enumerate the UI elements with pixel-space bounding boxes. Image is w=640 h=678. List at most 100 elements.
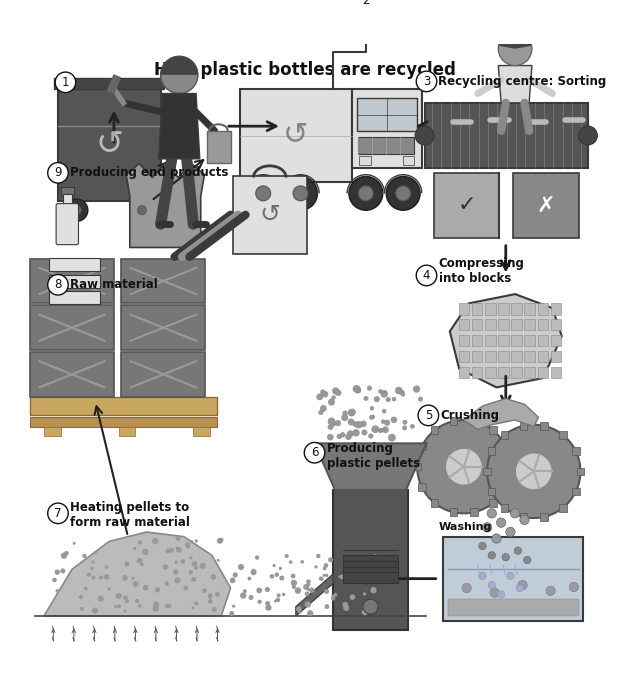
Circle shape — [117, 605, 121, 608]
Circle shape — [415, 126, 434, 145]
Circle shape — [192, 561, 198, 567]
Circle shape — [416, 71, 436, 92]
Circle shape — [131, 199, 153, 221]
FancyBboxPatch shape — [418, 443, 426, 450]
FancyBboxPatch shape — [513, 173, 579, 238]
Circle shape — [265, 601, 270, 606]
Circle shape — [191, 607, 194, 610]
Circle shape — [403, 420, 407, 424]
Circle shape — [369, 434, 373, 439]
Circle shape — [105, 565, 108, 569]
Circle shape — [382, 426, 388, 433]
FancyBboxPatch shape — [356, 98, 417, 131]
Circle shape — [418, 397, 422, 401]
Circle shape — [418, 405, 438, 426]
Circle shape — [248, 576, 252, 580]
FancyBboxPatch shape — [485, 351, 495, 362]
Circle shape — [381, 420, 385, 424]
Circle shape — [115, 593, 122, 599]
FancyBboxPatch shape — [502, 483, 509, 491]
FancyBboxPatch shape — [472, 335, 483, 346]
Circle shape — [518, 580, 527, 590]
FancyBboxPatch shape — [358, 138, 414, 154]
Circle shape — [155, 587, 160, 593]
Circle shape — [363, 593, 366, 596]
Circle shape — [125, 599, 129, 603]
Circle shape — [304, 443, 324, 463]
Circle shape — [256, 588, 262, 593]
Circle shape — [187, 546, 190, 549]
Text: 1: 1 — [61, 76, 69, 89]
FancyBboxPatch shape — [502, 443, 509, 450]
FancyBboxPatch shape — [485, 304, 495, 315]
Circle shape — [388, 434, 396, 441]
Circle shape — [569, 582, 579, 592]
Circle shape — [387, 176, 420, 210]
Wedge shape — [161, 56, 198, 75]
FancyBboxPatch shape — [470, 508, 478, 516]
Circle shape — [173, 570, 179, 575]
FancyBboxPatch shape — [49, 275, 100, 287]
Circle shape — [502, 553, 509, 561]
Circle shape — [48, 275, 68, 295]
FancyBboxPatch shape — [418, 483, 426, 491]
Circle shape — [371, 587, 377, 593]
FancyBboxPatch shape — [540, 422, 548, 430]
Circle shape — [317, 394, 323, 400]
Circle shape — [189, 570, 193, 574]
Circle shape — [125, 561, 129, 566]
FancyBboxPatch shape — [538, 304, 548, 315]
FancyBboxPatch shape — [501, 504, 508, 512]
Text: 5: 5 — [425, 409, 432, 422]
Circle shape — [381, 391, 388, 397]
Circle shape — [374, 397, 380, 402]
Circle shape — [335, 390, 341, 396]
Circle shape — [392, 397, 396, 401]
FancyBboxPatch shape — [44, 426, 61, 436]
FancyBboxPatch shape — [488, 488, 495, 496]
Circle shape — [516, 584, 524, 592]
Circle shape — [322, 391, 328, 397]
Circle shape — [328, 418, 335, 425]
FancyBboxPatch shape — [520, 422, 527, 430]
Circle shape — [514, 547, 522, 555]
FancyBboxPatch shape — [499, 351, 509, 362]
Circle shape — [362, 609, 368, 616]
FancyBboxPatch shape — [459, 367, 469, 378]
Circle shape — [328, 399, 335, 405]
Text: 3: 3 — [423, 75, 430, 88]
FancyBboxPatch shape — [333, 490, 408, 630]
Circle shape — [349, 176, 383, 210]
Circle shape — [356, 421, 362, 428]
Circle shape — [401, 393, 405, 397]
Circle shape — [340, 574, 344, 578]
Circle shape — [243, 589, 247, 593]
Circle shape — [143, 585, 148, 591]
Circle shape — [48, 503, 68, 523]
FancyBboxPatch shape — [485, 335, 495, 346]
Circle shape — [138, 604, 141, 608]
Polygon shape — [464, 399, 538, 429]
Polygon shape — [314, 443, 426, 490]
FancyBboxPatch shape — [550, 367, 561, 378]
FancyBboxPatch shape — [538, 351, 548, 362]
Circle shape — [327, 434, 333, 440]
Circle shape — [122, 575, 128, 580]
Circle shape — [266, 605, 271, 611]
Text: ✗: ✗ — [536, 195, 556, 216]
Circle shape — [176, 547, 182, 553]
Circle shape — [64, 551, 68, 555]
Text: ↺: ↺ — [259, 203, 280, 227]
Circle shape — [54, 570, 60, 575]
FancyBboxPatch shape — [499, 335, 509, 346]
Circle shape — [487, 424, 580, 518]
Polygon shape — [126, 163, 204, 247]
Circle shape — [358, 186, 373, 201]
Circle shape — [92, 561, 95, 563]
FancyBboxPatch shape — [499, 304, 509, 315]
Circle shape — [138, 540, 142, 544]
Circle shape — [515, 453, 552, 490]
Polygon shape — [296, 574, 333, 616]
Circle shape — [579, 126, 597, 145]
Circle shape — [195, 540, 198, 542]
